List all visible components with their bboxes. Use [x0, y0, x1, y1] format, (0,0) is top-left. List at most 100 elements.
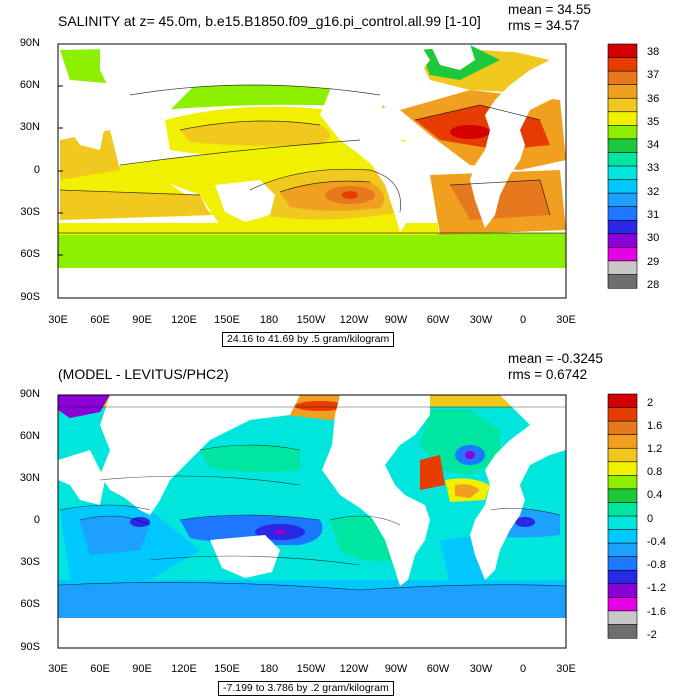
difference-ylabel: 60S: [20, 598, 40, 610]
colorbar-swatch: [607, 260, 638, 276]
difference-ylabel: 30S: [20, 556, 40, 568]
difference-map: [57, 393, 638, 649]
salinity-cbar-label: 30: [647, 232, 660, 244]
difference-range-label: -7.199 to 3.786 by .2 gram/kilogram: [218, 681, 394, 696]
difference-ylabel: 90S: [20, 641, 40, 653]
salinity-xlabel: 90E: [132, 314, 152, 326]
colorbar-swatch: [607, 138, 638, 154]
land-mask: [58, 395, 566, 648]
colorbar-swatch: [607, 434, 638, 449]
salinity-title: SALINITY at z= 45.0m, b.e15.B1850.f09_g1…: [58, 13, 481, 29]
salinity-cbar-label: 36: [647, 93, 660, 105]
difference-xlabel: 30E: [48, 663, 68, 675]
difference-xlabel: 120W: [339, 663, 369, 675]
colorbar-swatch: [607, 152, 638, 167]
difference-xlabel: 60E: [90, 663, 110, 675]
salinity-panel: SALINITY at z= 45.0m, b.e15.B1850.f09_g1…: [19, 2, 660, 347]
salinity-xlabel: 150E: [214, 314, 240, 326]
colorbar-swatch: [607, 624, 638, 639]
salinity-rms: rms = 34.57: [508, 18, 580, 33]
colorbar-swatch: [607, 179, 638, 194]
colorbar-swatch: [607, 393, 638, 409]
salinity-xlabel: 120W: [339, 314, 369, 326]
difference-cbar-label: -1.6: [647, 606, 666, 618]
difference-ylabel: 30N: [19, 472, 40, 484]
salinity-xlabel: 60E: [90, 314, 110, 326]
salinity-ylabel: 30S: [20, 206, 40, 218]
colorbar-swatch: [607, 70, 638, 86]
colorbar-swatch: [607, 219, 638, 235]
difference-xlabel: 60W: [426, 663, 450, 675]
colorbar-swatch: [607, 597, 638, 612]
salinity-map: [57, 43, 638, 299]
colorbar-swatch: [607, 97, 638, 113]
difference-ylabel: 90N: [19, 388, 40, 400]
land-mask: [58, 44, 566, 298]
salinity-range-label: 24.16 to 41.69 by .5 gram/kilogram: [222, 332, 395, 347]
colorbar-swatch: [607, 165, 638, 181]
salinity-ylabel: 90N: [19, 37, 40, 49]
difference-ylabel: 60N: [19, 430, 40, 442]
salinity-ylabel: 90S: [20, 291, 40, 303]
salinity-cbar-label: 31: [647, 209, 660, 221]
difference-xlabel: 120E: [171, 663, 197, 675]
difference-contours: [58, 406, 566, 591]
salinity-xlabel: 180: [259, 314, 279, 326]
colorbar-swatch: [607, 542, 638, 558]
salinity-xlabel: 60W: [426, 314, 450, 326]
salinity-xlabel: 90W: [384, 314, 408, 326]
salinity-cbar-label: 37: [647, 69, 660, 81]
salinity-contours: [58, 84, 566, 234]
colorbar-swatch: [607, 274, 638, 289]
colorbar-swatch: [607, 556, 638, 571]
salinity-xlabel: 150W: [296, 314, 326, 326]
colorbar-swatch: [607, 206, 638, 221]
salinity-ylabel: 0: [33, 164, 40, 176]
difference-title: (MODEL - LEVITUS/PHC2): [58, 366, 229, 382]
colorbar-swatch: [607, 111, 638, 126]
colorbar-swatch: [607, 569, 638, 585]
colorbar-swatch: [607, 125, 638, 140]
colorbar-swatch: [607, 529, 638, 544]
colorbar-swatch: [607, 233, 638, 248]
southern-ocean-band: [58, 233, 566, 268]
difference-xlabel: 150W: [296, 663, 326, 675]
difference-xlabel: 150E: [214, 663, 240, 675]
difference-cbar-label: -0.8: [647, 559, 666, 571]
colorbar-swatch: [607, 488, 638, 504]
salinity-colorbar: [607, 43, 638, 289]
colorbar-swatch: [607, 475, 638, 490]
salinity-cbar-label: 35: [647, 116, 660, 128]
salinity-cbar-label: 33: [647, 162, 660, 174]
salinity-field: [58, 44, 566, 298]
difference-panel: (MODEL - LEVITUS/PHC2) mean = -0.3245 rm…: [0, 350, 700, 700]
salinity-cbar-label: 38: [647, 46, 660, 58]
colorbar-swatch: [607, 57, 638, 72]
colorbar-swatch: [607, 407, 638, 422]
colorbar-swatch: [607, 84, 638, 99]
salinity-ylabel: 30N: [19, 121, 40, 133]
salinity-xlabel: 0: [519, 314, 527, 326]
salinity-xlabel: 30E: [48, 314, 68, 326]
salinity-cbar-label: 29: [647, 256, 660, 268]
salinity-xlabel: 30E: [556, 314, 576, 326]
colorbar-swatch: [607, 502, 638, 517]
difference-xlabel: 0: [519, 663, 527, 675]
salinity-xlabel: 120E: [171, 314, 197, 326]
difference-xlabel: 30E: [556, 663, 576, 675]
difference-frame: [57, 394, 567, 649]
salinity-cbar-label: 32: [647, 186, 660, 198]
colorbar-swatch: [607, 192, 638, 208]
colorbar-swatch: [607, 447, 638, 463]
difference-cbar-label: -0.4: [647, 536, 666, 548]
difference-mean: mean = -0.3245: [508, 351, 603, 366]
difference-cbar-label: 2: [647, 397, 654, 409]
salinity-ticks: [58, 43, 63, 299]
salinity-ylabel: 60N: [19, 79, 40, 91]
difference-xlabel: 90E: [132, 663, 152, 675]
colorbar-swatch: [607, 461, 638, 476]
salinity-xlabel: 30W: [469, 314, 493, 326]
difference-cbar-label: 0: [647, 513, 654, 525]
colorbar-swatch: [607, 43, 638, 59]
difference-colorbar: [607, 393, 638, 639]
